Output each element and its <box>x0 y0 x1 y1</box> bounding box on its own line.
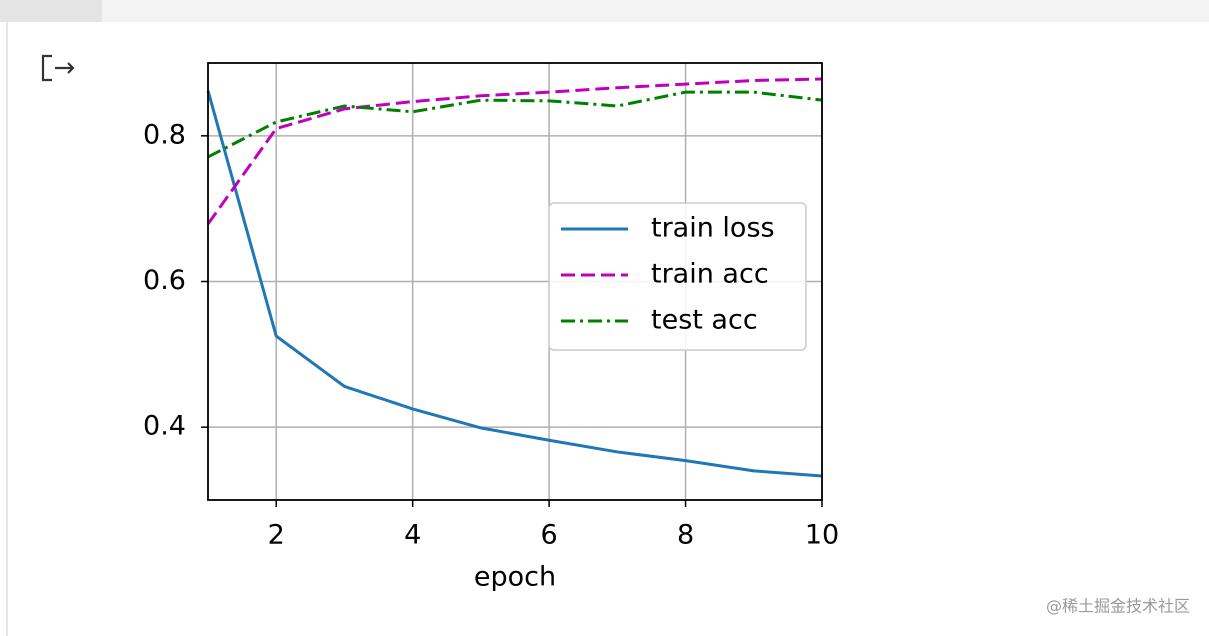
y-tick-label: 0.6 <box>143 265 186 296</box>
y-tick-label: 0.4 <box>143 411 186 442</box>
x-tick-label: 8 <box>677 520 694 551</box>
legend-label: test acc <box>651 305 758 336</box>
x-tick-label: 6 <box>541 520 558 551</box>
legend-box <box>548 202 807 351</box>
cell-tab <box>0 0 102 22</box>
series-line <box>207 90 823 159</box>
x-axis-label: epoch <box>474 562 556 593</box>
x-tick-label: 4 <box>404 520 421 551</box>
watermark: @稀土掘金技术社区 <box>1046 597 1190 616</box>
output-icon[interactable] <box>41 54 75 82</box>
x-tick-label: 2 <box>268 520 285 551</box>
top-bar <box>0 0 1209 22</box>
y-tick-label: 0.8 <box>143 119 186 150</box>
legend-label: train acc <box>651 259 769 290</box>
legend-label: train loss <box>651 213 775 244</box>
series-line <box>206 77 823 225</box>
axes-frame <box>207 62 823 501</box>
x-tick-label: 10 <box>805 520 839 551</box>
series-line <box>206 90 823 478</box>
legend: train loss train acc test acc <box>548 202 807 351</box>
